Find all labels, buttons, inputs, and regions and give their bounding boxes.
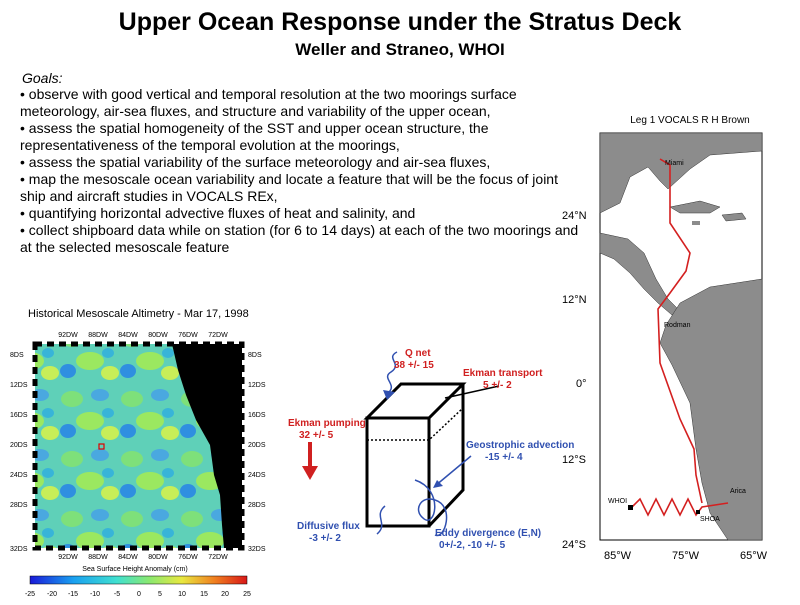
place-rodman: Rodman (664, 322, 691, 329)
colorbar-tick: -25 (25, 591, 35, 598)
colorbar-tick: -10 (90, 591, 100, 598)
alt-left-lat: 16DS (10, 412, 28, 419)
colorbar-tick: -20 (47, 591, 57, 598)
geostrophic-arrow (434, 455, 472, 487)
alt-top-lon: 88DW (88, 332, 108, 339)
qnet-value: 38 +/- 15 (394, 360, 434, 371)
alt-right-lat: 8DS (248, 352, 262, 359)
colorbar-tick: -15 (68, 591, 78, 598)
diffusive-flux-label: Diffusive flux (297, 521, 360, 532)
lat-label: 0° (576, 378, 587, 390)
goal-item: • observe with good vertical and tempora… (20, 86, 517, 119)
alt-right-lat: 16DS (248, 412, 266, 419)
route-map-title: Leg 1 VOCALS R H Brown (630, 115, 750, 126)
alt-bottom-lon: 76DW (178, 554, 198, 561)
qnet-label: Q net (405, 348, 431, 359)
colorbar-tick: -5 (114, 591, 120, 598)
alt-right-lat: 20DS (248, 442, 266, 449)
alt-top-lon: 72DW (208, 332, 228, 339)
ekman-pumping-value: 32 +/- 5 (299, 430, 334, 441)
eddy-divergence-value: 0+/-2, -10 +/- 5 (439, 540, 506, 551)
lat-label: 12°N (562, 294, 587, 306)
lat-label: 24°S (562, 539, 586, 551)
colorbar-title: Sea Surface Height Anomaly (cm) (82, 566, 187, 573)
page-subtitle: Weller and Straneo, WHOI (295, 40, 505, 59)
colorbar-tick: 0 (137, 591, 141, 598)
lat-label: 24°N (562, 210, 587, 222)
heat-budget-box-diagram: Q net 38 +/- 15 Ekman transport 5 +/- 2 … (288, 348, 574, 551)
goals-list: • observe with good vertical and tempora… (20, 86, 580, 256)
alt-right-lat: 28DS (248, 502, 266, 509)
geostrophic-value: -15 +/- 4 (485, 452, 523, 463)
eddy-divergence-label: Eddy divergence (E,N) (435, 528, 541, 539)
colorbar-tick: 20 (221, 591, 229, 598)
alt-top-lon: 84DW (118, 332, 138, 339)
colorbar-tick: 25 (243, 591, 251, 598)
place-shoa: SHOA (700, 516, 720, 523)
ekman-transport-label: Ekman transport (463, 368, 543, 379)
alt-left-lat: 12DS (10, 382, 28, 389)
shoa-mooring-marker (696, 510, 700, 514)
alt-left-lat: 8DS (10, 352, 24, 359)
altimetry-frame (32, 341, 245, 551)
ekman-transport-arrow (444, 385, 500, 399)
whoi-mooring-marker (628, 505, 633, 510)
alt-bottom-lon: 92DW (58, 554, 78, 561)
alt-bottom-lon: 84DW (118, 554, 138, 561)
colorbar (29, 575, 248, 585)
lon-label: 65°W (740, 550, 768, 562)
diffusive-flux-arrow (376, 505, 386, 535)
alt-right-lat: 24DS (248, 472, 266, 479)
ekman-pumping-label: Ekman pumping (288, 418, 366, 429)
goal-item: • quantifying horizontal advective fluxe… (20, 205, 416, 221)
geostrophic-label: Geostrophic advection (466, 440, 574, 451)
alt-bottom-lon: 80DW (148, 554, 168, 561)
place-miami: Miami (665, 160, 684, 167)
page-title: Upper Ocean Response under the Stratus D… (118, 8, 682, 36)
goal-item: • assess the spatial variability of the … (20, 154, 491, 170)
goals-heading: Goals: (22, 70, 63, 86)
cruise-route-line (657, 158, 703, 504)
alt-left-lat: 28DS (10, 502, 28, 509)
eddy-divergence-arrow (414, 479, 448, 537)
route-map-frame (599, 132, 763, 541)
place-whoi: WHOI (608, 498, 627, 505)
alt-top-lon: 92DW (58, 332, 78, 339)
cruise-route-map: Leg 1 VOCALS R H Brown Miami Rodman Aric… (562, 115, 768, 562)
alt-top-lon: 80DW (148, 332, 168, 339)
goal-item: • assess the spatial homogeneity of the … (20, 120, 489, 153)
alt-left-lat: 20DS (10, 442, 28, 449)
alt-right-lat: 12DS (248, 382, 266, 389)
ekman-transport-value: 5 +/- 2 (483, 380, 512, 391)
alt-bottom-lon: 88DW (88, 554, 108, 561)
colorbar-tick: 10 (178, 591, 186, 598)
box-cube (363, 382, 467, 528)
goal-item: • collect shipboard data while on statio… (20, 222, 579, 255)
lat-label: 12°S (562, 454, 586, 466)
altimetry-map: 92DW 88DW 84DW 80DW 76DW 72DW 92DW 88DW … (10, 332, 266, 598)
alt-left-lat: 24DS (10, 472, 28, 479)
alt-top-lon: 76DW (178, 332, 198, 339)
qnet-arrow (386, 351, 398, 393)
alt-left-lat: 32DS (10, 546, 28, 553)
alt-right-lat: 32DS (248, 546, 266, 553)
altimetry-title: Historical Mesoscale Altimetry - Mar 17,… (28, 308, 249, 320)
lon-label: 75°W (672, 550, 700, 562)
place-arica: Arica (730, 488, 746, 495)
alt-bottom-lon: 72DW (208, 554, 228, 561)
diffusive-flux-value: -3 +/- 2 (309, 533, 341, 544)
colorbar-tick: 15 (200, 591, 208, 598)
lon-label: 85°W (604, 550, 632, 562)
goal-item: • map the mesoscale ocean variability an… (20, 171, 558, 204)
colorbar-tick: 5 (158, 591, 162, 598)
